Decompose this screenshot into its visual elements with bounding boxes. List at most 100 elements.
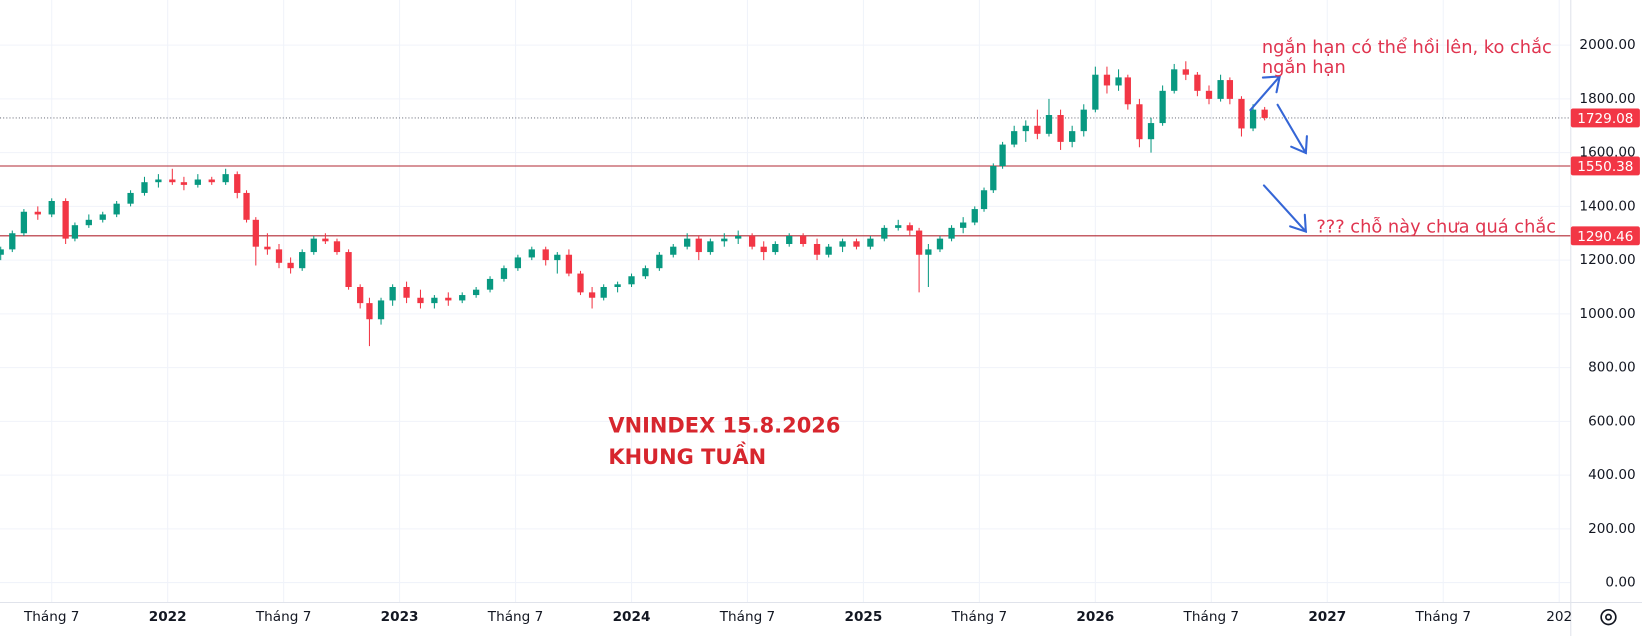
arrow-head — [1290, 135, 1308, 155]
candle-body — [895, 225, 902, 228]
candle-body — [357, 286, 364, 304]
candle-body — [799, 235, 807, 244]
candle-body — [760, 246, 767, 253]
y-tick-label: 400.00 — [1588, 467, 1636, 483]
x-tick-label: Tháng 7 — [255, 609, 312, 625]
y-tick-label: 800.00 — [1588, 360, 1636, 376]
candle-body — [0, 249, 4, 255]
candle-body — [1205, 90, 1213, 99]
candle-body — [980, 190, 988, 210]
candle-body — [1226, 80, 1234, 99]
x-tick-label: 202 — [1546, 609, 1572, 625]
settings-gear-center[interactable] — [1605, 613, 1612, 621]
candle-body — [695, 238, 702, 253]
y-tick-label: 0.00 — [1605, 575, 1635, 591]
x-tick-label: Tháng 7 — [1183, 609, 1240, 625]
candle-body — [600, 286, 607, 298]
annotation: ??? chỗ này chưa quá chắc — [1316, 216, 1556, 237]
candle-body — [1022, 125, 1029, 132]
candle-body — [486, 278, 494, 290]
candle-body — [1261, 109, 1268, 118]
candle-body — [141, 182, 148, 193]
candle-body — [960, 222, 967, 228]
candle-body — [577, 273, 584, 293]
candle-body — [459, 295, 466, 301]
price-label-box — [1570, 226, 1640, 246]
candle-body — [1249, 109, 1257, 129]
candle-body — [180, 182, 188, 185]
candle-body — [99, 214, 106, 220]
candle-body — [565, 254, 573, 274]
candle-body — [62, 201, 69, 239]
candle-body — [155, 179, 162, 183]
candle-body — [366, 303, 373, 320]
candle-body — [208, 179, 215, 183]
candle-body — [554, 254, 561, 261]
candle-body — [1159, 90, 1166, 124]
x-tick-label: 2027 — [1308, 609, 1346, 625]
candle-body — [322, 238, 329, 242]
annotation: ngắn hạn — [1262, 57, 1346, 78]
candle-body — [1080, 109, 1087, 132]
settings-icon[interactable] — [1600, 608, 1617, 626]
candle-body — [721, 238, 728, 242]
candle-body — [642, 268, 649, 277]
candle-body — [472, 289, 480, 296]
candle-body — [9, 233, 16, 250]
candle-body — [127, 192, 134, 204]
arrow — [1249, 75, 1281, 112]
candle-body — [735, 235, 742, 239]
candle-body — [813, 243, 821, 255]
candle-body — [234, 174, 241, 193]
candle-body — [252, 219, 259, 247]
x-tick-label: Tháng 7 — [1414, 609, 1471, 625]
candle-body — [20, 211, 28, 234]
candle-body — [71, 225, 79, 239]
grid — [0, 0, 1571, 603]
candle-body — [377, 300, 385, 320]
candle-body — [1034, 125, 1041, 134]
settings-gear[interactable] — [1600, 608, 1617, 626]
candle-body — [628, 276, 635, 285]
arrow-head — [1289, 213, 1307, 234]
candle-body — [299, 252, 306, 269]
candle-body — [614, 284, 621, 287]
plot — [0, 61, 1571, 347]
candle-body — [1136, 104, 1143, 140]
candle-body — [670, 246, 677, 255]
candle-body — [825, 246, 832, 255]
candle-body — [431, 297, 438, 304]
candle-body — [222, 174, 229, 183]
candle-body — [999, 144, 1006, 167]
candle-body — [906, 225, 913, 231]
candle-body — [389, 286, 396, 301]
candle-body — [113, 203, 120, 215]
candle-body — [333, 241, 341, 253]
candle-body — [772, 243, 779, 253]
axes: 0.00 200.00 400.00 600.00 800.00 1000.00 1200.… — [23, 37, 1640, 625]
candle-body — [867, 238, 874, 247]
candle-body — [925, 249, 932, 255]
x-tick-label: 2022 — [149, 609, 187, 625]
candle-body — [287, 262, 294, 269]
y-tick-label: 1400.00 — [1579, 198, 1635, 214]
y-tick-label: 1800.00 — [1579, 91, 1635, 107]
candle-body — [1217, 80, 1224, 99]
x-tick-label: 2025 — [844, 609, 882, 625]
candle-body — [445, 297, 452, 301]
y-tick-label: 2000.00 — [1579, 37, 1635, 53]
candle-body — [1115, 77, 1122, 86]
arrow-head — [1261, 75, 1281, 94]
y-tick-label: 1000.00 — [1579, 306, 1635, 322]
candle-body — [656, 254, 663, 269]
candle-body — [881, 227, 888, 239]
candle-body — [915, 230, 923, 255]
x-tick-label: Tháng 7 — [23, 609, 80, 625]
x-tick-label: 2023 — [381, 609, 419, 625]
annotation: ngắn hạn có thể hồi lên, ko chắc — [1262, 37, 1552, 58]
candle-body — [528, 249, 535, 258]
x-tick-label: Tháng 7 — [951, 609, 1008, 625]
candle-body — [786, 235, 793, 244]
